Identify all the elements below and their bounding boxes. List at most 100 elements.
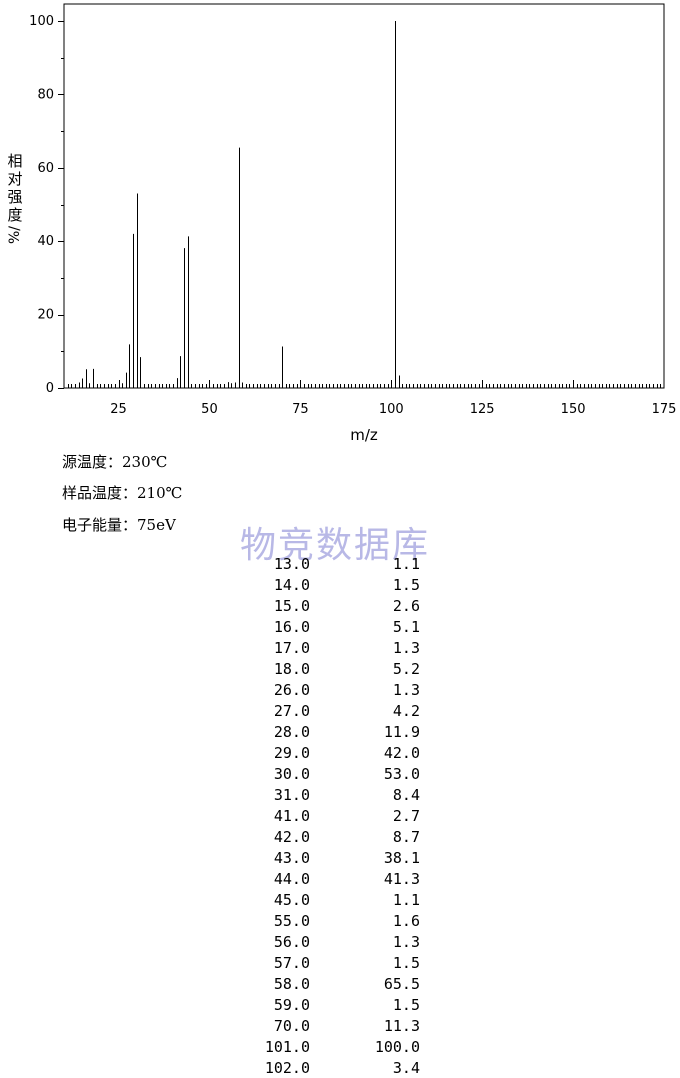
x-tick-label: 100 bbox=[379, 402, 404, 417]
mz-cell: 17.0 bbox=[273, 638, 310, 657]
x-axis-title: m/z bbox=[350, 426, 378, 444]
intensity-cell: 2.7 bbox=[392, 806, 420, 825]
table-row: 42.0 8.7 bbox=[240, 826, 420, 847]
table-row: 13.0 1.1 bbox=[240, 553, 420, 574]
mass-spectrum-chart: 0 20 40 60 80 100 25 50 75 100 125 150 175 m/z bbox=[29, 3, 677, 444]
mz-cell: 16.0 bbox=[273, 617, 310, 636]
table-row: 17.0 1.3 bbox=[240, 637, 420, 658]
mz-cell: 59.0 bbox=[273, 995, 310, 1014]
table-row: 101.0 100.0 bbox=[240, 1036, 420, 1057]
intensity-cell: 1.1 bbox=[392, 890, 420, 909]
y-axis-label-char: 对 bbox=[7, 170, 23, 188]
table-row: 41.0 2.7 bbox=[240, 805, 420, 826]
intensity-cell: 1.3 bbox=[392, 680, 420, 699]
table-row: 31.0 8.4 bbox=[240, 784, 420, 805]
mz-cell: 56.0 bbox=[273, 932, 310, 951]
intensity-cell: 8.7 bbox=[392, 827, 420, 846]
plot-frame bbox=[63, 3, 665, 389]
watermark-logo: 物竞数据库 bbox=[240, 525, 431, 566]
table-row: 56.0 1.3 bbox=[240, 931, 420, 952]
intensity-cell: 8.4 bbox=[392, 785, 420, 804]
intensity-cell: 100.0 bbox=[374, 1037, 420, 1056]
mz-cell: 15.0 bbox=[273, 596, 310, 615]
y-axis-label-char: 度 bbox=[7, 206, 23, 224]
intensity-cell: 1.3 bbox=[392, 638, 420, 657]
x-tick-label: 75 bbox=[292, 402, 309, 417]
y-axis-label: 相 对 强 度 %/ bbox=[4, 152, 26, 244]
peak-table: 13.0 1.1 14.0 1.5 15.0 2.6 16.0 5.1 17.0 1.3 18.0 5… bbox=[240, 553, 420, 1078]
sample-temperature: 样品温度：210℃ bbox=[62, 484, 183, 502]
intensity-cell: 38.1 bbox=[383, 848, 420, 867]
table-row: 30.0 53.0 bbox=[240, 763, 420, 784]
y-tick-label: 20 bbox=[37, 308, 54, 323]
mz-cell: 45.0 bbox=[273, 890, 310, 909]
mz-cell: 42.0 bbox=[273, 827, 310, 846]
intensity-cell: 1.6 bbox=[392, 911, 420, 930]
intensity-cell: 53.0 bbox=[383, 764, 420, 783]
table-row: 18.0 5.2 bbox=[240, 658, 420, 679]
x-tick-label: 150 bbox=[561, 402, 586, 417]
intensity-cell: 65.5 bbox=[383, 974, 420, 993]
mz-cell: 29.0 bbox=[273, 743, 310, 762]
intensity-cell: 42.0 bbox=[383, 743, 420, 762]
intensity-cell: 2.6 bbox=[392, 596, 420, 615]
table-row: 58.0 65.5 bbox=[240, 973, 420, 994]
table-row: 43.0 38.1 bbox=[240, 847, 420, 868]
mz-cell: 31.0 bbox=[273, 785, 310, 804]
y-tick-label: 80 bbox=[37, 87, 54, 102]
intensity-cell: 11.3 bbox=[383, 1016, 420, 1035]
table-row: 59.0 1.5 bbox=[240, 994, 420, 1015]
intensity-cell: 5.1 bbox=[392, 617, 420, 636]
mz-cell: 30.0 bbox=[273, 764, 310, 783]
y-axis-label-char: 相 bbox=[7, 152, 23, 170]
intensity-cell: 1.5 bbox=[392, 995, 420, 1014]
table-row: 16.0 5.1 bbox=[240, 616, 420, 637]
x-tick-label: 50 bbox=[201, 402, 218, 417]
table-row: 15.0 2.6 bbox=[240, 595, 420, 616]
y-tick-label: 100 bbox=[29, 14, 54, 29]
table-row: 26.0 1.3 bbox=[240, 679, 420, 700]
mz-cell: 43.0 bbox=[273, 848, 310, 867]
y-tick-label: 60 bbox=[37, 161, 54, 176]
table-row: 57.0 1.5 bbox=[240, 952, 420, 973]
intensity-cell: 41.3 bbox=[383, 869, 420, 888]
table-row: 55.0 1.6 bbox=[240, 910, 420, 931]
table-row: 102.0 3.4 bbox=[240, 1057, 420, 1078]
electron-energy: 电子能量：75eV bbox=[62, 516, 176, 534]
mz-cell: 102.0 bbox=[264, 1058, 310, 1077]
mz-cell: 13.0 bbox=[273, 554, 310, 573]
mz-cell: 58.0 bbox=[273, 974, 310, 993]
intensity-cell: 5.2 bbox=[392, 659, 420, 678]
table-row: 27.0 4.2 bbox=[240, 700, 420, 721]
intensity-cell: 1.1 bbox=[392, 554, 420, 573]
x-tick-label: 125 bbox=[470, 402, 495, 417]
table-row: 28.0 11.9 bbox=[240, 721, 420, 742]
mz-cell: 28.0 bbox=[273, 722, 310, 741]
mz-cell: 41.0 bbox=[273, 806, 310, 825]
mz-cell: 26.0 bbox=[273, 680, 310, 699]
mz-cell: 18.0 bbox=[273, 659, 310, 678]
mz-cell: 57.0 bbox=[273, 953, 310, 972]
intensity-cell: 1.3 bbox=[392, 932, 420, 951]
mz-cell: 55.0 bbox=[273, 911, 310, 930]
intensity-cell: 11.9 bbox=[383, 722, 420, 741]
source-temperature: 源温度：230℃ bbox=[62, 453, 168, 471]
table-row: 44.0 41.3 bbox=[240, 868, 420, 889]
intensity-cell: 1.5 bbox=[392, 953, 420, 972]
intensity-cell: 1.5 bbox=[392, 575, 420, 594]
y-axis-label-unit: %/ bbox=[7, 225, 23, 245]
x-tick-label: 175 bbox=[652, 402, 677, 417]
mz-cell: 70.0 bbox=[273, 1016, 310, 1035]
mz-cell: 44.0 bbox=[273, 869, 310, 888]
y-tick-label: 40 bbox=[37, 234, 54, 249]
intensity-cell: 3.4 bbox=[392, 1058, 420, 1077]
x-tick-label: 25 bbox=[110, 402, 127, 417]
intensity-cell: 4.2 bbox=[392, 701, 420, 720]
table-row: 29.0 42.0 bbox=[240, 742, 420, 763]
mz-cell: 101.0 bbox=[264, 1037, 310, 1056]
table-row: 14.0 1.5 bbox=[240, 574, 420, 595]
mz-cell: 27.0 bbox=[273, 701, 310, 720]
table-row: 70.0 11.3 bbox=[240, 1015, 420, 1036]
y-axis-label-char: 强 bbox=[7, 188, 23, 206]
y-tick-label: 0 bbox=[46, 381, 54, 396]
